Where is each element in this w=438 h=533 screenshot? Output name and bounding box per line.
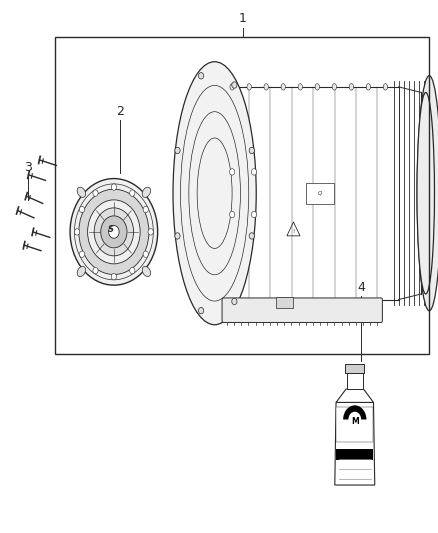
- Circle shape: [93, 268, 98, 274]
- Ellipse shape: [232, 298, 237, 305]
- Ellipse shape: [142, 187, 151, 197]
- Circle shape: [251, 212, 257, 217]
- Ellipse shape: [249, 147, 254, 154]
- Circle shape: [70, 179, 158, 285]
- Bar: [336, 407, 373, 442]
- Circle shape: [143, 251, 148, 257]
- Ellipse shape: [383, 84, 388, 90]
- Circle shape: [111, 184, 117, 190]
- Bar: [55, 37, 429, 354]
- Circle shape: [130, 268, 135, 274]
- Circle shape: [230, 212, 235, 217]
- Wedge shape: [343, 405, 367, 419]
- Circle shape: [94, 208, 134, 256]
- Ellipse shape: [332, 84, 336, 90]
- Ellipse shape: [417, 76, 438, 311]
- Circle shape: [79, 206, 85, 213]
- Ellipse shape: [175, 147, 180, 154]
- Bar: [347, 373, 363, 389]
- Ellipse shape: [315, 84, 319, 90]
- Circle shape: [109, 225, 119, 238]
- Circle shape: [130, 190, 135, 196]
- Ellipse shape: [249, 233, 254, 239]
- Text: S: S: [107, 225, 113, 233]
- Circle shape: [93, 190, 98, 196]
- Circle shape: [251, 168, 257, 175]
- Ellipse shape: [366, 84, 371, 90]
- Polygon shape: [335, 402, 375, 485]
- Ellipse shape: [198, 72, 204, 79]
- Text: 1: 1: [239, 12, 247, 25]
- Ellipse shape: [175, 233, 180, 239]
- Text: Q: Q: [318, 191, 322, 196]
- Ellipse shape: [173, 62, 256, 325]
- Circle shape: [74, 229, 80, 235]
- FancyBboxPatch shape: [222, 298, 382, 322]
- Bar: [276, 297, 293, 308]
- Circle shape: [111, 273, 117, 280]
- Ellipse shape: [77, 266, 85, 277]
- Ellipse shape: [198, 308, 204, 314]
- Bar: [345, 364, 364, 373]
- Ellipse shape: [142, 266, 151, 277]
- Circle shape: [230, 168, 235, 175]
- Ellipse shape: [264, 84, 268, 90]
- Ellipse shape: [298, 84, 303, 90]
- Ellipse shape: [349, 84, 353, 90]
- Ellipse shape: [230, 84, 234, 90]
- Ellipse shape: [417, 93, 434, 294]
- Circle shape: [88, 200, 140, 264]
- Polygon shape: [336, 389, 374, 402]
- Text: M: M: [351, 417, 359, 426]
- Circle shape: [79, 189, 149, 274]
- Bar: [336, 449, 373, 460]
- Ellipse shape: [77, 187, 85, 197]
- Ellipse shape: [247, 84, 251, 90]
- Circle shape: [148, 229, 153, 235]
- Circle shape: [143, 206, 148, 213]
- Ellipse shape: [281, 84, 286, 90]
- Bar: [336, 461, 373, 465]
- Text: 2: 2: [117, 106, 124, 118]
- Circle shape: [79, 251, 85, 257]
- Text: 3: 3: [25, 161, 32, 174]
- Text: 4: 4: [357, 281, 365, 294]
- Text: !: !: [292, 229, 295, 234]
- Circle shape: [101, 216, 127, 248]
- Ellipse shape: [232, 82, 237, 88]
- FancyBboxPatch shape: [306, 182, 334, 204]
